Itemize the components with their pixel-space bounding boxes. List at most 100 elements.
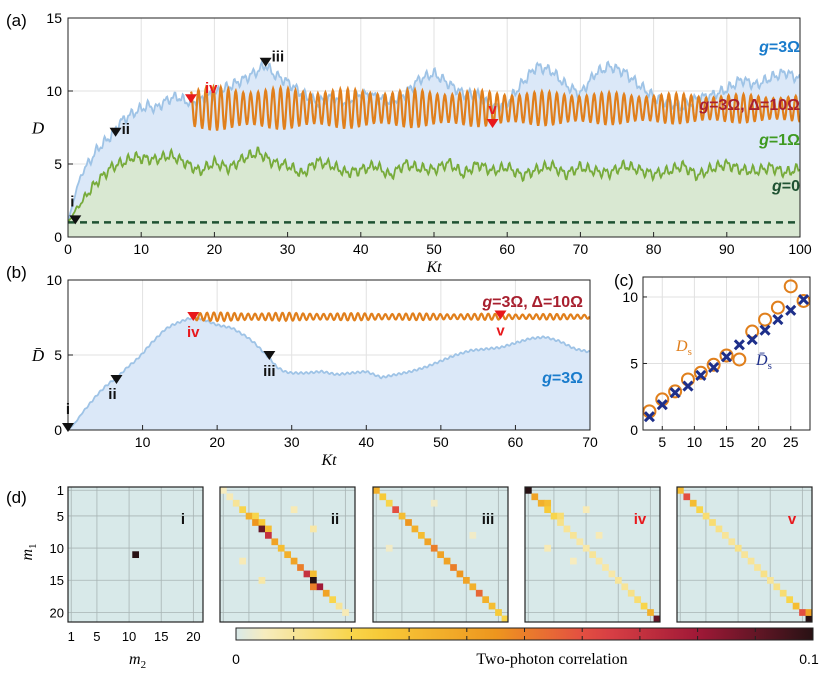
marker-ii [110,375,123,384]
point-Dbar-s [656,399,668,411]
heatmap-cell [265,532,272,539]
heatmap-cell [544,544,552,552]
heatmap-cell [418,532,425,539]
marker-label-v: v [488,101,497,118]
heatmap-cell [373,487,380,494]
heatmap-cell [734,544,742,552]
point-Dbar-s [733,339,745,351]
y-tick-label: 15 [46,10,62,26]
colorbar-max-label: 0.1 [799,651,819,667]
panel-label-b: (b) [6,263,27,282]
point-Dbar-s [643,411,655,423]
heatmap-x-tick-label: 20 [186,629,200,644]
heatmap-cell [595,557,603,565]
x-tick-label: 80 [646,241,662,257]
y-tick-label: 5 [54,347,62,363]
heatmap-cell [488,602,496,610]
heatmap-cell [392,506,400,514]
x-tick-label: 60 [499,241,515,257]
heatmap-cell [316,583,324,591]
heatmap-cell [463,577,470,584]
series-fill-g=1Ω [68,147,800,237]
heatmap-cell [653,615,661,623]
heatmap-cell [430,499,438,507]
heatmap-cell [602,564,609,571]
heatmap-cell [615,577,622,584]
marker-label-iii: iii [272,49,285,66]
heatmap-y-tick-label: 10 [50,541,64,556]
point-Ds [732,352,747,367]
point-Dbar-s [669,387,681,399]
x-tick-label: 25 [783,434,799,450]
heatmap-frame-iv [524,486,661,623]
heatmap-cell [683,493,691,501]
heatmap-cell [258,525,266,533]
heatmap-cell [621,583,629,591]
x-tick-label: 10 [687,434,703,450]
heatmap-cell [405,519,412,526]
heatmap-cell [582,544,590,552]
heatmap-cell [582,506,590,514]
x-tick-label: 30 [280,241,296,257]
heatmap-y-axis-label: m1 [19,543,39,560]
y-tick-label: 10 [622,289,638,305]
heatmap-cell [469,583,477,591]
marker-iv [184,94,197,104]
colorbar-label: Two-photon correlation [476,651,627,668]
legend-b-g3: g=3Ω [541,370,583,387]
series-line-g=3Ω [68,316,590,430]
heatmap-cell [501,615,509,623]
heatmap-cell [475,589,483,597]
heatmap-cell [456,570,464,578]
x-axis-label: Kt [320,452,337,469]
heatmap-cell [310,577,317,584]
marker-v [486,119,499,129]
heatmap-cell [310,570,317,578]
marker-label-iii: iii [263,363,276,380]
heatmap-frame-v [676,486,813,623]
heatmap-cell [570,532,577,539]
heatmap-cell [469,532,477,539]
point-Ds [719,348,734,363]
point-Dbar-s [746,333,758,346]
heatmap-cell [677,487,684,494]
heatmap-frame-i [67,486,204,623]
legend-Dbar-s: D̄s [755,352,772,372]
heatmap-cell [239,506,247,514]
heatmap-cell [715,525,723,533]
heatmap-cell [245,512,253,520]
heatmap-cell [709,519,716,526]
heatmap-cell [132,551,140,559]
heatmap-x-tick-label: 1 [68,629,75,644]
x-tick-label: 20 [751,434,767,450]
marker-label-iv: iv [205,80,218,97]
heatmap-cell [550,512,558,520]
heatmap-cell [430,544,438,552]
point-Dbar-s [785,304,797,316]
heatmap-cell [689,499,697,507]
heatmap-cell [702,512,710,520]
marker-iii [259,57,272,67]
point-Dbar-s [772,314,784,326]
y-tick-label: 5 [630,355,638,371]
point-Dbar-s [798,294,810,306]
heatmap-x-tick-label: 5 [93,629,100,644]
heatmap-cell [544,499,552,507]
heatmap-cell [265,525,272,533]
heatmap-cell [310,525,317,533]
heatmap-x-axis-label: m2 [129,651,146,671]
heatmap-cell [482,596,490,604]
heatmap-cell [576,538,584,546]
point-Dbar-s [759,324,771,336]
heatmap-cell [450,564,457,571]
heatmap-cell [329,596,337,604]
heatmap-cell [495,609,502,616]
heatmap-cell [767,577,774,584]
legend-b-g3-delta: g=3Ω, Δ=10Ω [481,294,583,311]
y-tick-label: 0 [54,422,62,438]
heatmap-cell [805,609,813,616]
heatmap-y-tick-label: 1 [57,483,64,498]
heatmap-cell [557,512,564,520]
point-Dbar-s [682,380,694,392]
